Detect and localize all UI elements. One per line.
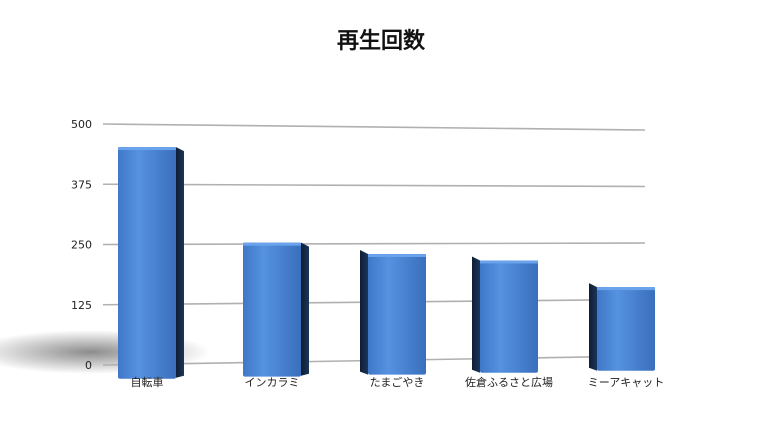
y-tick-label: 125 [71, 299, 92, 312]
y-tick-label: 0 [85, 359, 92, 372]
bar-side [360, 250, 368, 375]
y-tick-label: 250 [71, 239, 92, 252]
bar-top [368, 254, 426, 258]
y-axis-ticks: 0 125 250 375 500 [71, 118, 92, 372]
bar-side [472, 256, 480, 373]
bar-1 [243, 242, 309, 377]
bar-front [368, 254, 426, 375]
bar-front [243, 242, 301, 377]
x-tick-label: インカラミ [245, 376, 300, 389]
bar-0 [118, 147, 184, 379]
bar-side [301, 242, 309, 376]
gridline-375 [102, 183, 646, 188]
bar-4 [589, 283, 655, 371]
chart-title: 再生回数 [337, 28, 426, 54]
bars [118, 147, 655, 379]
bar-side [589, 283, 597, 371]
bar-top [243, 242, 301, 246]
bar-top [480, 260, 538, 264]
x-tick-label: 自転車 [131, 375, 164, 389]
bar-side [176, 147, 184, 378]
x-tick-label: たまごやき [370, 375, 425, 389]
bar-front [597, 287, 655, 371]
x-axis-labels: 自転車 インカラミ たまごやき 佐倉ふるさと広場 ミーアキャット [131, 375, 665, 389]
x-tick-label: ミーアキャット [588, 376, 665, 389]
bar-top [118, 147, 176, 151]
x-tick-label: 佐倉ふるさと広場 [465, 375, 553, 389]
gridline-500 [102, 123, 646, 131]
bar-2 [360, 250, 426, 375]
bar-front [118, 147, 176, 379]
bar-top [597, 287, 655, 291]
bar-3 [472, 256, 538, 373]
gridline-250 [102, 242, 646, 246]
y-tick-label: 500 [71, 118, 92, 131]
bar-front [480, 260, 538, 373]
y-tick-label: 375 [71, 178, 92, 191]
